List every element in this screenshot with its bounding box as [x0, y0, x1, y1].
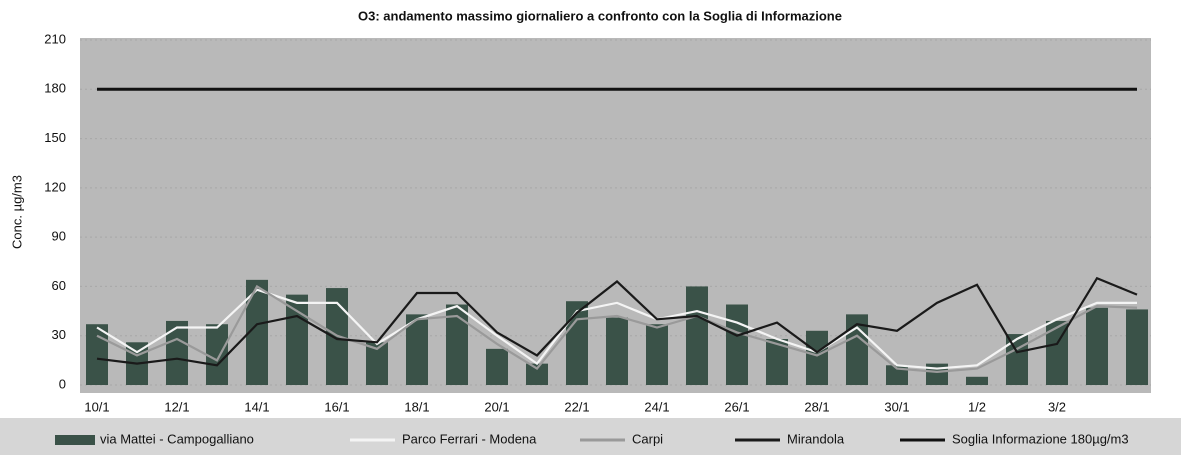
x-tick-label: 16/1: [324, 399, 349, 414]
y-tick-label: 30: [52, 327, 66, 342]
x-tick-label: 18/1: [404, 399, 429, 414]
bar: [446, 304, 468, 385]
bar: [1006, 334, 1028, 385]
x-tick-label: 1/2: [968, 399, 986, 414]
bar: [966, 376, 988, 385]
bar: [166, 320, 188, 385]
legend-label: Parco Ferrari - Modena: [402, 431, 537, 446]
x-tick-label: 28/1: [804, 399, 829, 414]
x-tick-label: 20/1: [484, 399, 509, 414]
legend-label: Mirandola: [787, 431, 845, 446]
bar: [606, 317, 628, 385]
bar: [646, 324, 668, 385]
y-tick-label: 90: [52, 229, 66, 244]
bar: [486, 348, 508, 385]
legend-label: Carpi: [632, 431, 663, 446]
chart-title: O3: andamento massimo giornaliero a conf…: [358, 8, 842, 23]
legend-swatch: [55, 435, 95, 445]
x-tick-label: 24/1: [644, 399, 669, 414]
y-tick-label: 0: [59, 376, 66, 391]
bar: [726, 304, 748, 385]
bar: [246, 279, 268, 385]
bar: [406, 314, 428, 385]
legend-label: Soglia Informazione 180µg/m3: [952, 431, 1129, 446]
y-tick-label: 150: [44, 130, 66, 145]
x-tick-label: 3/2: [1048, 399, 1066, 414]
line: [96, 284, 1138, 373]
bar: [566, 301, 588, 385]
bar: [366, 342, 388, 385]
bar: [766, 339, 788, 385]
bar: [886, 365, 908, 385]
bar: [806, 330, 828, 385]
bar: [286, 294, 308, 385]
x-tick-label: 22/1: [564, 399, 589, 414]
x-tick-label: 26/1: [724, 399, 749, 414]
x-tick-label: 30/1: [884, 399, 909, 414]
line: [96, 276, 1138, 367]
y-tick-label: 120: [44, 179, 66, 194]
y-tick-label: 210: [44, 31, 66, 46]
y-tick-label: 180: [44, 81, 66, 96]
bar: [1126, 309, 1148, 385]
x-tick-label: 10/1: [84, 399, 109, 414]
y-tick-label: 60: [52, 278, 66, 293]
x-tick-label: 12/1: [164, 399, 189, 414]
legend-background: [0, 418, 1181, 455]
bar: [526, 363, 548, 385]
x-tick-label: 14/1: [244, 399, 269, 414]
bar: [1086, 307, 1108, 385]
bar: [206, 324, 228, 385]
y-axis-title: Conc. µg/m3: [9, 175, 24, 249]
bar: [686, 286, 708, 385]
legend-label: via Mattei - Campogalliano: [100, 431, 254, 446]
